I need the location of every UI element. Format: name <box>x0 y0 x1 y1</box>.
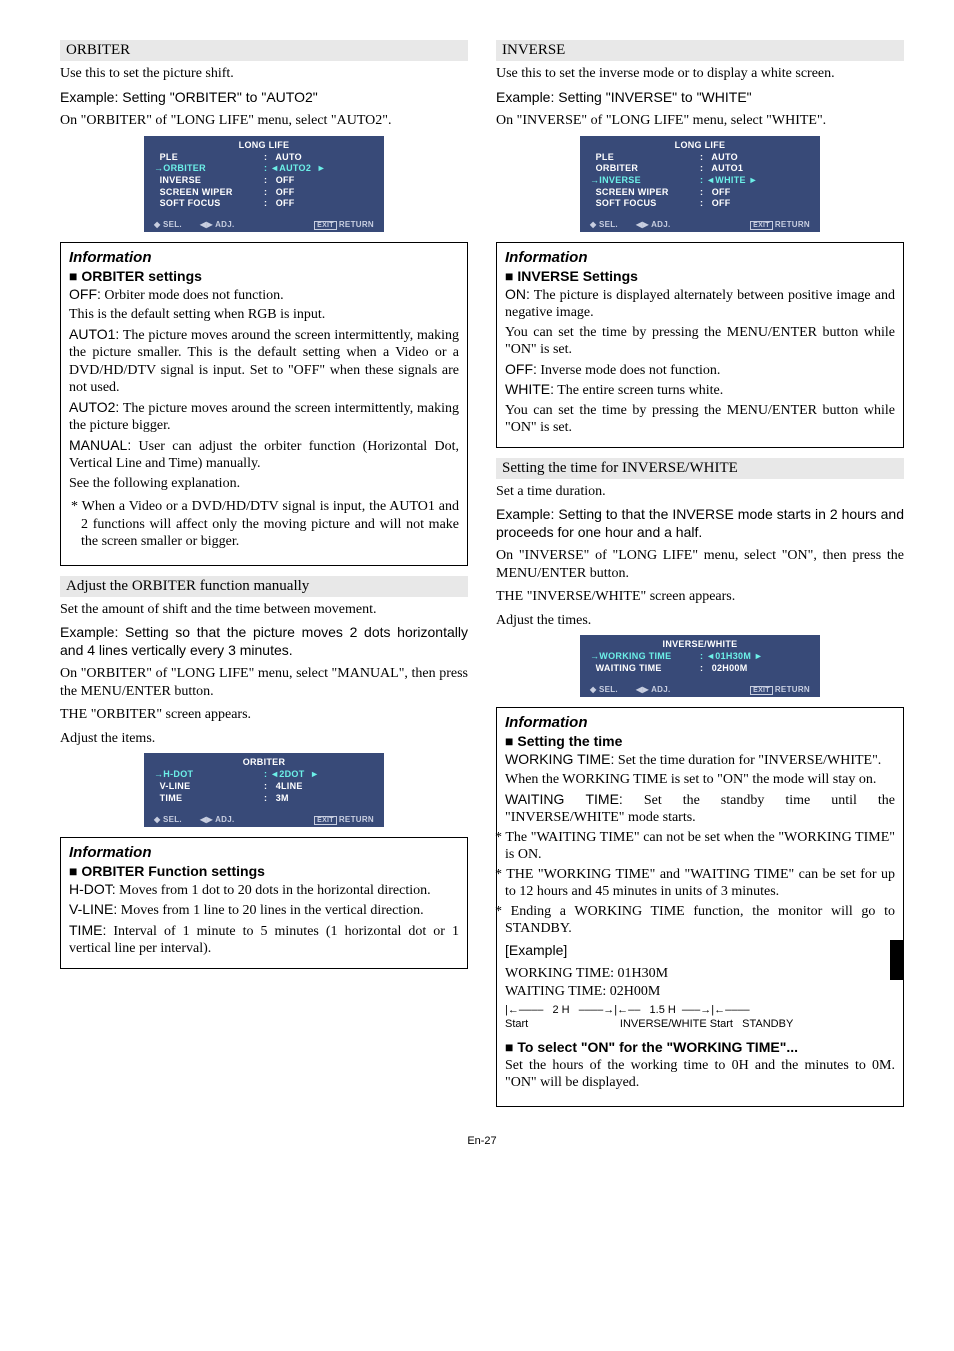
osd-footer: ◆ SEL.◀▶ ADJ.EXITRETURN <box>580 675 820 697</box>
info-subtitle: INVERSE Settings <box>505 268 895 284</box>
osd-footer: ◆ SEL.◀▶ ADJ.EXITRETURN <box>580 210 820 232</box>
timeline-bottom: Start INVERSE/WHITE Start STANDBY <box>505 1018 895 1031</box>
timing-p1: Set a time duration. <box>496 483 904 501</box>
osd-longlife-orbiter: LONG LIFE PLE: AUTO→ORBITER: ◄AUTO2 ► IN… <box>144 136 384 232</box>
osd-longlife-inverse: LONG LIFE PLE: AUTO ORBITER: AUTO1→INVER… <box>580 136 820 232</box>
timing-p4: THE "INVERSE/WHITE" screen appears. <box>496 588 904 606</box>
ex-waiting: WAITING TIME: 02H00M <box>505 983 895 1001</box>
time-info-box: Information Setting the time WORKING TIM… <box>496 707 904 1107</box>
info-title: Information <box>69 844 459 861</box>
orbiter-adjust-header: Adjust the ORBITER function manually <box>60 576 468 597</box>
info-subtitle: ORBITER settings <box>69 268 459 284</box>
adjust-p5: Adjust the items. <box>60 730 468 748</box>
osd-title: ORBITER <box>144 755 384 769</box>
adjust-p4: THE "ORBITER" screen appears. <box>60 706 468 724</box>
timing-p3: On "INVERSE" of "LONG LIFE" menu, select… <box>496 547 904 582</box>
sub2-body: Set the hours of the working time to 0H … <box>505 1057 895 1092</box>
info-body: H-DOT: Moves from 1 dot to 20 dots in th… <box>69 881 459 958</box>
info-subtitle-2: To select "ON" for the "WORKING TIME"... <box>505 1039 895 1055</box>
info-title: Information <box>505 714 895 731</box>
osd-inverse-white: INVERSE/WHITE →WORKING TIME: ◄01H30M ► W… <box>580 635 820 696</box>
timing-header: Setting the time for INVERSE/WHITE <box>496 458 904 479</box>
orbiter-header: ORBITER <box>60 40 468 61</box>
info-body: OFF: Orbiter mode does not function.This… <box>69 286 459 493</box>
thumb-index-tab <box>890 940 904 980</box>
osd-orbiter: ORBITER →H-DOT: ◄2DOT ► V-LINE: 4LINE TI… <box>144 753 384 826</box>
timing-example: Example: Setting to that the INVERSE mod… <box>496 506 904 541</box>
osd-rows: →WORKING TIME: ◄01H30M ► WAITING TIME: 0… <box>580 651 820 674</box>
inverse-info-box: Information INVERSE Settings ON: The pic… <box>496 242 904 448</box>
example-label: [Example] <box>505 942 895 960</box>
adjust-p3: On "ORBITER" of "LONG LIFE" menu, select… <box>60 665 468 700</box>
info-notes: * The "WAITING TIME" can not be set when… <box>505 829 895 938</box>
osd-title: INVERSE/WHITE <box>580 637 820 651</box>
info-title: Information <box>505 249 895 266</box>
page-footer: En-27 <box>60 1135 904 1147</box>
info-subtitle: Setting the time <box>505 733 895 749</box>
adjust-p1: Set the amount of shift and the time bet… <box>60 601 468 619</box>
info-body: WORKING TIME: Set the time duration for … <box>505 751 895 827</box>
osd-rows: →H-DOT: ◄2DOT ► V-LINE: 4LINE TIME: 3M <box>144 769 384 804</box>
info-title: Information <box>69 249 459 266</box>
ex-working: WORKING TIME: 01H30M <box>505 965 895 983</box>
info-note: * When a Video or a DVD/HD/DTV signal is… <box>81 498 459 551</box>
osd-title: LONG LIFE <box>580 138 820 152</box>
adjust-example: Example: Setting so that the picture mov… <box>60 624 468 659</box>
osd-rows: PLE: AUTO→ORBITER: ◄AUTO2 ► INVERSE: OFF… <box>144 152 384 210</box>
inverse-p1: Use this to set the inverse mode or to d… <box>496 65 904 83</box>
orbiter-instruction: On "ORBITER" of "LONG LIFE" menu, select… <box>60 112 468 130</box>
inverse-header: INVERSE <box>496 40 904 61</box>
osd-footer: ◆ SEL.◀▶ ADJ.EXITRETURN <box>144 805 384 827</box>
orbiter-example: Example: Setting "ORBITER" to "AUTO2" <box>60 89 468 107</box>
info-body: ON: The picture is displayed alternately… <box>505 286 895 437</box>
osd-footer: ◆ SEL.◀▶ ADJ.EXITRETURN <box>144 210 384 232</box>
osd-title: LONG LIFE <box>144 138 384 152</box>
osd-rows: PLE: AUTO ORBITER: AUTO1→INVERSE: ◄WHITE… <box>580 152 820 210</box>
orbiter-intro: Use this to set the picture shift. <box>60 65 468 83</box>
inverse-example: Example: Setting "INVERSE" to "WHITE" <box>496 89 904 107</box>
info-subtitle: ORBITER Function settings <box>69 863 459 879</box>
orbiter-info-box: Information ORBITER settings OFF: Orbite… <box>60 242 468 566</box>
inverse-p3: On "INVERSE" of "LONG LIFE" menu, select… <box>496 112 904 130</box>
orbiter-func-info-box: Information ORBITER Function settings H-… <box>60 837 468 969</box>
timing-p5: Adjust the times. <box>496 612 904 630</box>
timeline-top: |←–––– 2 H ––––→|←–– 1.5 H –––→|←–––– <box>505 1004 895 1017</box>
